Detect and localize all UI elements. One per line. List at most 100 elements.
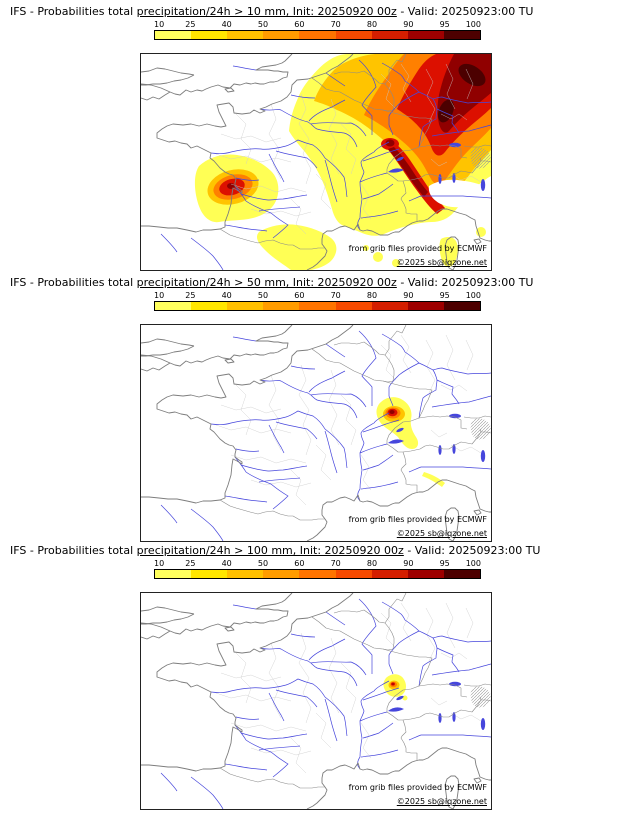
colorbar-segment (227, 302, 264, 310)
ecmwf-credit: from grib files provided by ECMWF (348, 783, 487, 792)
colorbar-bar (154, 30, 481, 40)
colorbar-segment (335, 31, 372, 39)
map-title-prefix: IFS - Probabilities total (10, 276, 137, 289)
colorbar-segment (299, 302, 336, 310)
colorbar-tick: 90 (403, 559, 414, 568)
map-credits: from grib files provided by ECMWF ©2025 … (349, 515, 487, 538)
colorbar-tick: 95 (439, 291, 450, 300)
ecmwf-credit: from grib files provided by ECMWF (348, 515, 487, 524)
colorbar: 10 25 40 50 60 70 80 90 95 100 (154, 20, 481, 40)
colorbar-tick: 25 (185, 20, 196, 29)
copyright-link[interactable]: ©2025 sb@iqzone.net (396, 258, 487, 267)
basemap-use (141, 593, 491, 809)
basemap-use (141, 325, 491, 541)
colorbar-ticks: 10 25 40 50 60 70 80 90 95 100 (154, 20, 481, 30)
colorbar-bar (154, 569, 481, 579)
colorbar-tick: 50 (257, 291, 269, 300)
colorbar-segment (371, 570, 408, 578)
precip-overlay-50mm (376, 397, 445, 487)
colorbar-tick: 60 (294, 20, 305, 29)
colorbar-tick: 40 (221, 291, 232, 300)
map-credits: from grib files provided by ECMWF ©2025 … (349, 783, 487, 806)
colorbar-ticks: 10 25 40 50 60 70 80 90 95 100 (154, 559, 481, 569)
colorbar-tick: 50 (257, 559, 269, 568)
colorbar-tick: 95 (439, 559, 450, 568)
colorbar-tick: 10 (154, 291, 165, 300)
colorbar-segment (155, 570, 192, 578)
map-title: IFS - Probabilities total precipitation/… (10, 5, 533, 18)
colorbar-segment (263, 31, 300, 39)
map-canvas-50mm: from grib files provided by ECMWF ©2025 … (140, 324, 492, 542)
colorbar-tick: 10 (154, 20, 165, 29)
colorbar-tick: 50 (257, 20, 269, 29)
colorbar-segment (191, 302, 228, 310)
panel-precip-100mm: IFS - Probabilities total precipitation/… (0, 539, 630, 828)
colorbar-tick: 90 (403, 20, 414, 29)
panel-precip-10mm: IFS - Probabilities total precipitation/… (0, 0, 630, 271)
colorbar-segment (443, 302, 480, 310)
colorbar-tick: 70 (330, 559, 341, 568)
colorbar-tick: 100 (465, 291, 481, 300)
colorbar-tick: 40 (221, 559, 232, 568)
map-canvas-10mm: from grib files provided by ECMWF ©2025 … (140, 53, 492, 271)
map-svg-50mm (141, 325, 491, 541)
map-title-suffix: - Valid: 20250923:00 TU (396, 276, 534, 289)
map-title-prefix: IFS - Probabilities total (10, 5, 137, 18)
colorbar-tick: 80 (366, 559, 378, 568)
colorbar-tick: 95 (439, 20, 450, 29)
colorbar-segment (227, 570, 264, 578)
colorbar-segment (191, 570, 228, 578)
map-svg-100mm (141, 593, 491, 809)
colorbar-segment (371, 31, 408, 39)
colorbar-tick: 60 (294, 559, 305, 568)
colorbar-segment (407, 570, 444, 578)
colorbar-segment (191, 31, 228, 39)
colorbar-ticks: 10 25 40 50 60 70 80 90 95 100 (154, 291, 481, 301)
colorbar-segment (335, 570, 372, 578)
map-title: IFS - Probabilities total precipitation/… (10, 276, 533, 289)
map-title-suffix: - Valid: 20250923:00 TU (403, 544, 541, 557)
ecmwf-credit: from grib files provided by ECMWF (348, 244, 487, 253)
copyright-link[interactable]: ©2025 sb@iqzone.net (396, 529, 487, 538)
copyright-link[interactable]: ©2025 sb@iqzone.net (396, 797, 487, 806)
map-title-prefix: IFS - Probabilities total (10, 544, 137, 557)
colorbar-segment (335, 302, 372, 310)
colorbar-tick: 25 (185, 291, 196, 300)
colorbar-segment (299, 31, 336, 39)
map-svg-10mm (141, 54, 491, 270)
colorbar-tick: 70 (330, 291, 341, 300)
colorbar-segment (263, 570, 300, 578)
colorbar-segment (155, 302, 192, 310)
colorbar: 10 25 40 50 60 70 80 90 95 100 (154, 559, 481, 579)
map-canvas-100mm: from grib files provided by ECMWF ©2025 … (140, 592, 492, 810)
map-title: IFS - Probabilities total precipitation/… (10, 544, 540, 557)
colorbar-tick: 80 (366, 291, 378, 300)
colorbar-segment (371, 302, 408, 310)
colorbar-segment (227, 31, 264, 39)
colorbar-bar (154, 301, 481, 311)
map-title-link[interactable]: precipitation/24h > 50 mm, Init: 2025092… (136, 276, 397, 289)
colorbar-segment (155, 31, 192, 39)
colorbar-segment (443, 31, 480, 39)
colorbar-segment (263, 302, 300, 310)
map-title-suffix: - Valid: 20250923:00 TU (396, 5, 534, 18)
map-credits: from grib files provided by ECMWF ©2025 … (349, 244, 487, 267)
colorbar-tick: 80 (366, 20, 378, 29)
colorbar-tick: 10 (154, 559, 165, 568)
panel-precip-50mm: IFS - Probabilities total precipitation/… (0, 271, 630, 542)
map-title-link[interactable]: precipitation/24h > 10 mm, Init: 2025092… (136, 5, 397, 18)
colorbar-segment (443, 570, 480, 578)
colorbar-tick: 90 (403, 291, 414, 300)
colorbar-segment (407, 302, 444, 310)
map-title-link[interactable]: precipitation/24h > 100 mm, Init: 202509… (136, 544, 404, 557)
colorbar: 10 25 40 50 60 70 80 90 95 100 (154, 291, 481, 311)
colorbar-tick: 25 (185, 559, 196, 568)
colorbar-segment (407, 31, 444, 39)
precip-overlay-100mm (383, 674, 408, 701)
colorbar-tick: 60 (294, 291, 305, 300)
colorbar-tick: 100 (465, 559, 481, 568)
colorbar-tick: 70 (330, 20, 341, 29)
colorbar-tick: 40 (221, 20, 232, 29)
colorbar-segment (299, 570, 336, 578)
colorbar-tick: 100 (465, 20, 481, 29)
